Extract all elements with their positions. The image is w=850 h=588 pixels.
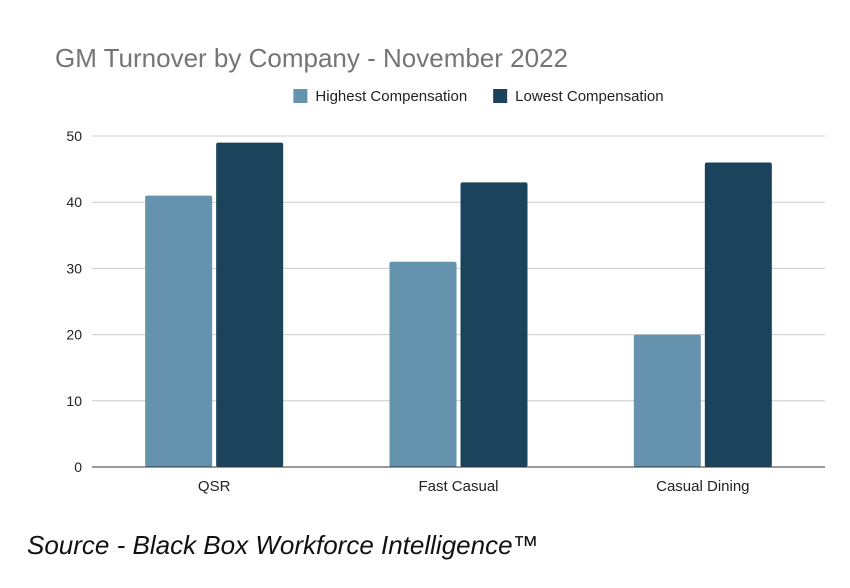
y-tick-label: 50 <box>66 128 82 144</box>
y-tick-label: 20 <box>66 327 82 343</box>
y-axis: 0 10 20 30 40 50 <box>66 128 82 475</box>
legend-item-1: Highest Compensation <box>293 88 467 105</box>
chart: GM Turnover by Company - November 2022 H… <box>55 43 825 495</box>
legend-label: Highest Compensation <box>315 88 467 105</box>
y-tick-label: 40 <box>66 194 82 210</box>
legend-swatch <box>293 89 308 103</box>
legend: Highest Compensation Lowest Compensation <box>293 88 664 105</box>
legend-label: Lowest Compensation <box>515 88 663 105</box>
bar-fast-casual-series-2 <box>460 182 528 467</box>
y-tick-label: 30 <box>66 260 82 276</box>
y-tick-label: 10 <box>66 393 82 409</box>
bar-qsr-series-2 <box>216 142 284 467</box>
legend-item-2: Lowest Compensation <box>493 88 664 105</box>
source-note: Source - Black Box Workforce Intelligenc… <box>27 530 539 560</box>
bar-casual-dining-series-2 <box>704 162 772 468</box>
bars <box>145 142 772 468</box>
x-category-label: Fast Casual <box>418 478 498 495</box>
x-category-label: QSR <box>198 478 231 495</box>
y-tick-label: 0 <box>74 459 82 475</box>
legend-swatch <box>493 89 508 103</box>
gridlines <box>92 135 825 402</box>
x-category-label: Casual Dining <box>656 478 749 495</box>
bar-qsr-series-1 <box>145 195 213 467</box>
bar-chart-svg: GM Turnover by Company - November 2022 H… <box>55 43 825 495</box>
bar-fast-casual-series-1 <box>389 261 457 467</box>
x-axis: QSR Fast Casual Casual Dining <box>92 466 825 495</box>
bar-casual-dining-series-1 <box>633 334 701 467</box>
chart-title: GM Turnover by Company - November 2022 <box>55 43 568 73</box>
